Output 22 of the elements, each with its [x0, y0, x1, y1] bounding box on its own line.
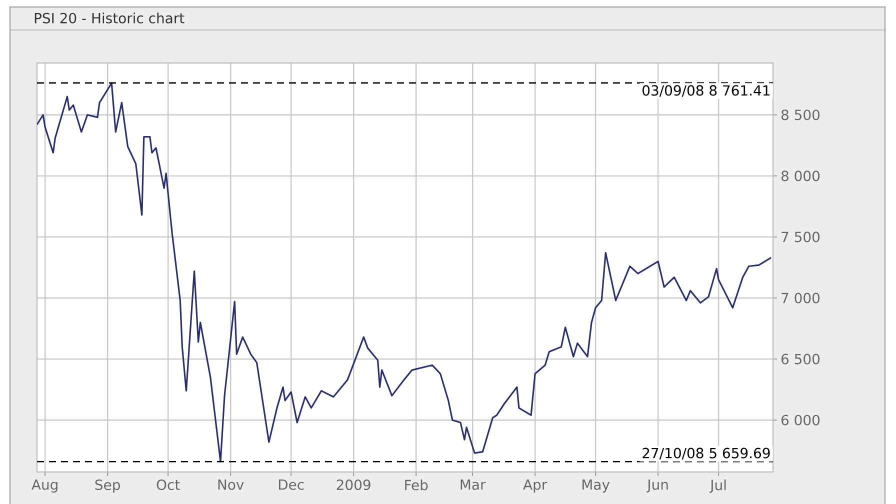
x-tick-label: Mar: [460, 480, 486, 490]
x-tick-label: Jun: [646, 480, 668, 492]
y-tick-label: 8 500: [781, 110, 820, 120]
y-tick-label: 6 000: [782, 414, 820, 426]
x-tick-label: Sep: [95, 480, 120, 493]
x-tick-label: Aug: [32, 480, 58, 493]
y-tick-label: 7 500: [782, 232, 820, 242]
x-tick-label: Apr: [523, 480, 548, 493]
x-tick-label: Jul: [709, 480, 726, 493]
y-tick-label: 7 000: [782, 292, 820, 304]
line-series: [37, 82, 772, 462]
x-tick-label: Nov: [218, 480, 244, 490]
y-tick-label: 8 000: [781, 170, 820, 182]
y-tick-label: 6 500: [782, 354, 820, 364]
x-tick-label: Feb: [405, 480, 428, 490]
ref-line-label: 27/10/08 5 659.69: [642, 448, 770, 460]
ref-line-label: 03/09/08 8 761.41: [642, 85, 770, 97]
x-tick-label: 2009: [336, 480, 370, 490]
x-tick-label: Oct: [156, 480, 180, 490]
x-tick-label: May: [582, 480, 610, 493]
x-tick-label: Dec: [278, 480, 304, 490]
chart-title: PSI 20 - Historic chart: [34, 12, 184, 24]
